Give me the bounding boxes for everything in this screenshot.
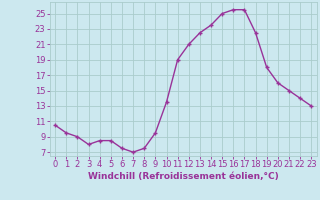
X-axis label: Windchill (Refroidissement éolien,°C): Windchill (Refroidissement éolien,°C) [88, 172, 279, 181]
